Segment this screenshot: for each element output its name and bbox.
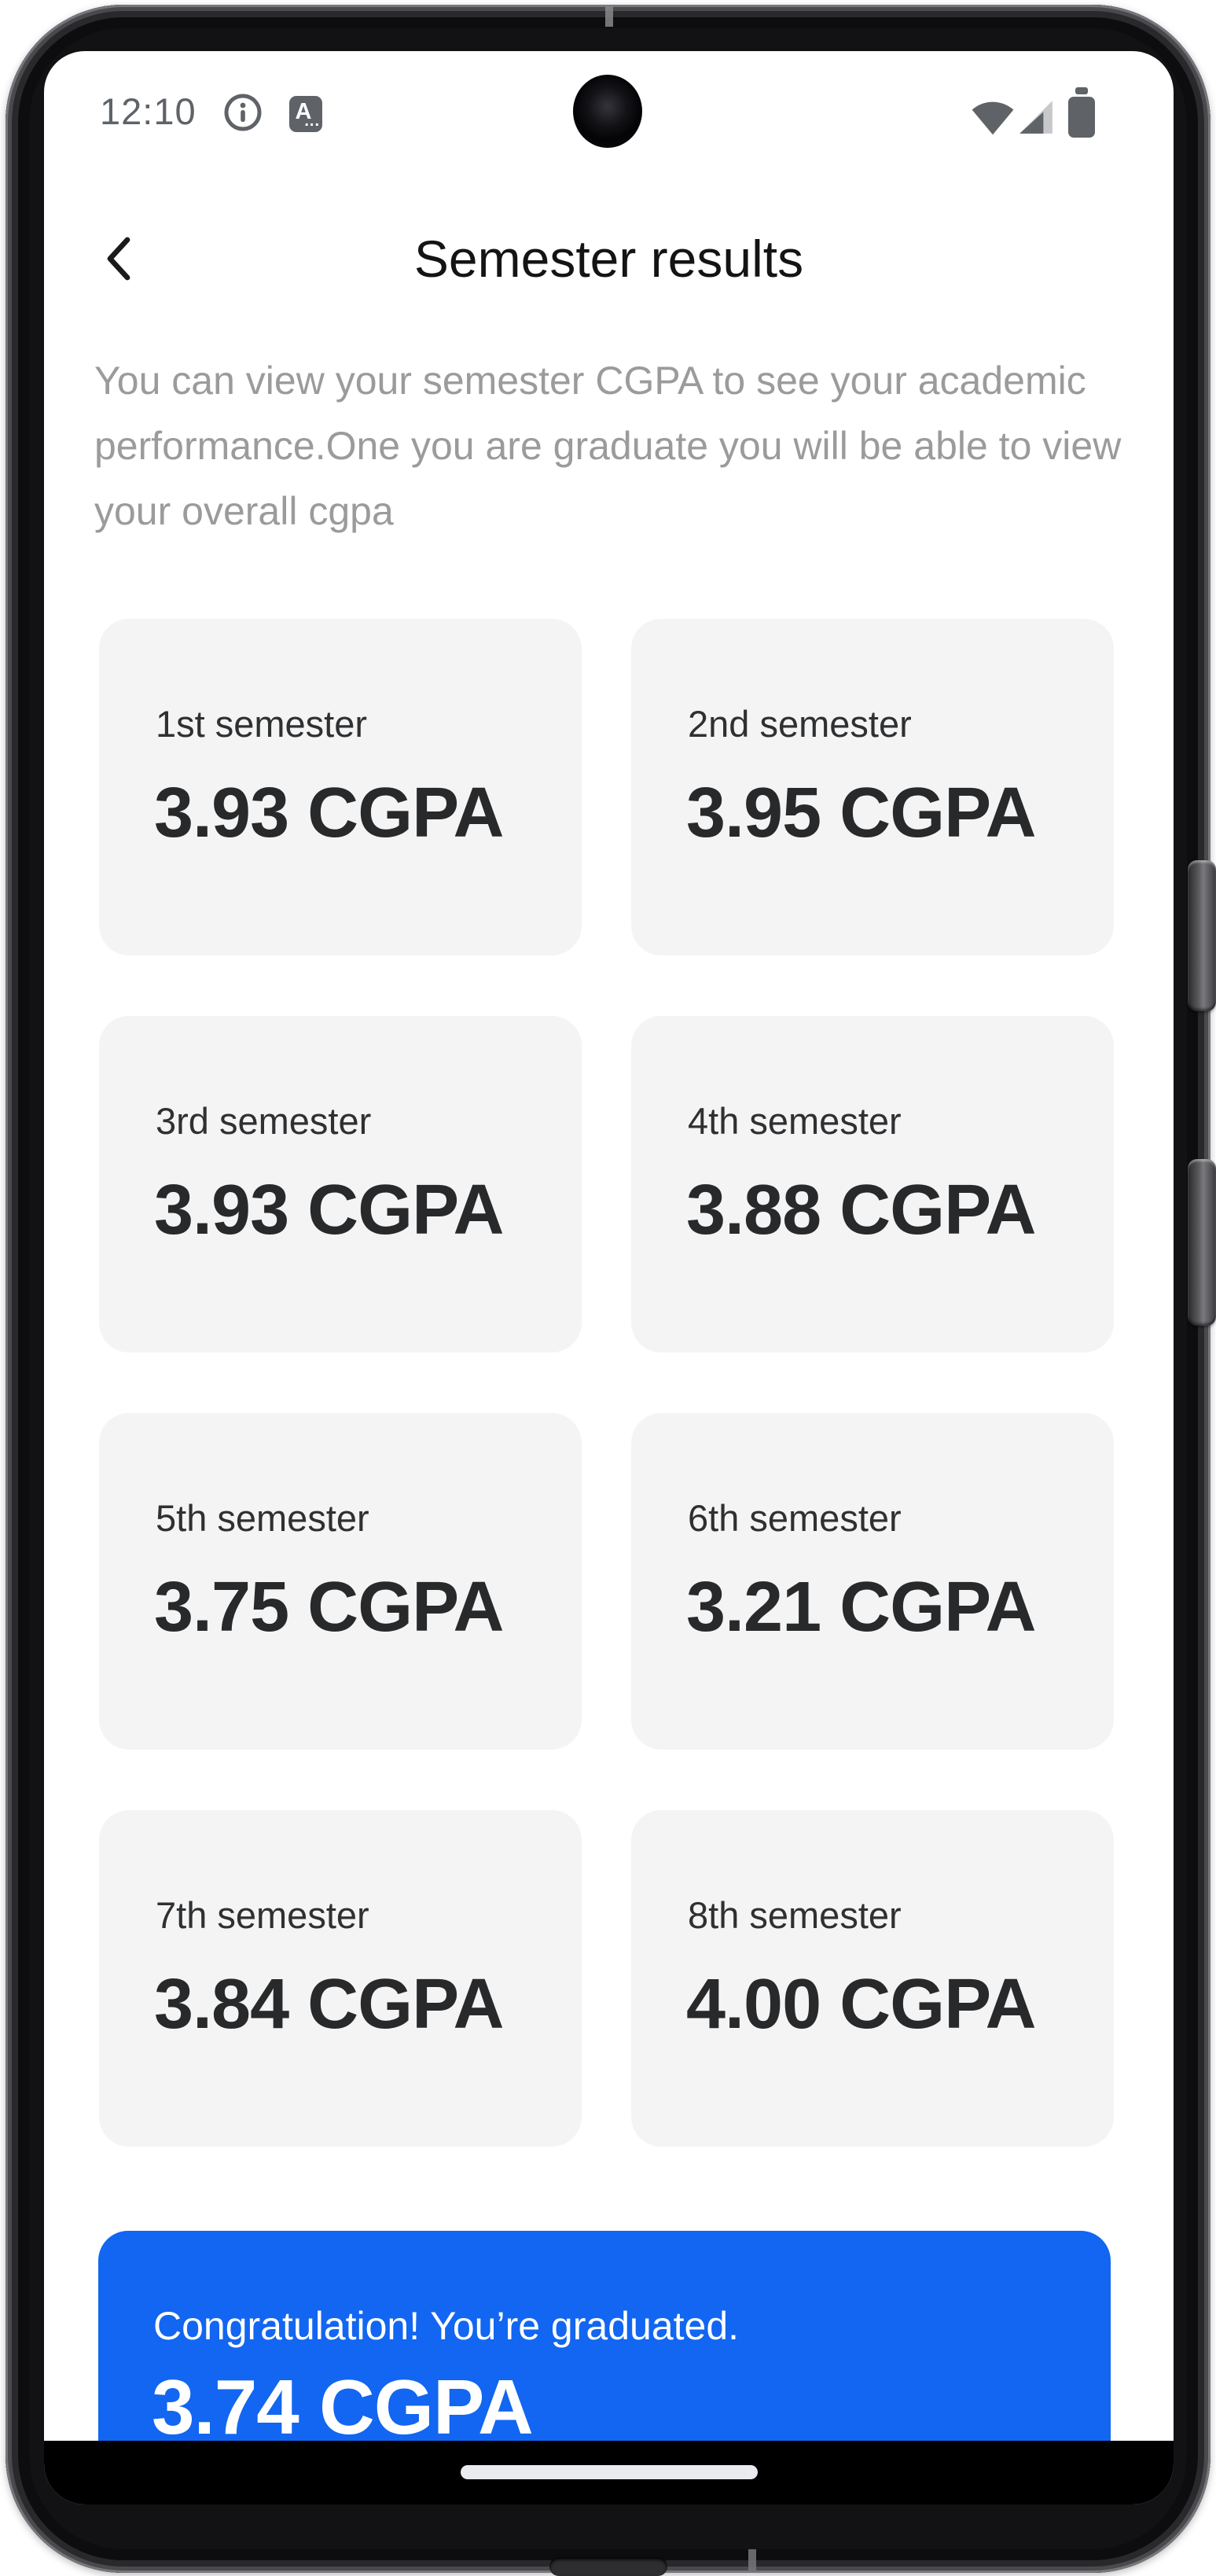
semester-label: 5th semester [156,1497,369,1539]
semester-cgpa: 3.93 CGPA [154,774,505,852]
badge-letter: A [295,99,312,124]
screen: 12:10 A ... [44,51,1174,2504]
semester-label: 3rd semester [156,1100,372,1142]
semester-label: 7th semester [156,1894,369,1936]
semester-label: 6th semester [688,1497,902,1539]
battery-icon [1068,87,1095,138]
semester-card-6: 6th semester 3.21 CGPA [631,1413,1114,1750]
clock-text: 12:10 [100,90,197,132]
semester-card-8: 8th semester 4.00 CGPA [631,1810,1114,2147]
semester-card-4: 4th semester 3.88 CGPA [631,1016,1114,1352]
semester-label: 2nd semester [688,703,912,745]
semester-cgpa: 3.84 CGPA [154,1965,505,2044]
battery-body [1068,97,1095,138]
info-icon [222,92,263,133]
semester-card-1: 1st semester 3.93 CGPA [99,619,582,955]
front-camera-icon [573,75,642,148]
volume-button[interactable] [1188,1159,1216,1326]
semester-cgpa: 3.21 CGPA [686,1568,1037,1647]
usb-port [549,2557,667,2576]
semester-cgpa: 3.95 CGPA [686,774,1037,852]
frame-top-seam [605,6,613,27]
semester-card-3: 3rd semester 3.93 CGPA [99,1016,582,1352]
semester-cgpa: 3.88 CGPA [686,1171,1037,1249]
page-title: Semester results [413,230,804,288]
power-button[interactable] [1188,860,1216,1011]
semester-label: 4th semester [688,1100,902,1142]
gesture-nav-bar [44,2441,1174,2504]
back-button[interactable] [90,226,149,292]
semester-label: 8th semester [688,1894,902,1936]
semester-label: 1st semester [156,703,368,745]
a-letter-badge-icon: A ... [289,96,322,132]
intro-text: You can view your semester CGPA to see y… [94,359,1122,533]
cellular-signal-icon [1016,98,1056,137]
semester-cgpa: 4.00 CGPA [686,1965,1037,2044]
badge-dots: ... [304,112,320,130]
graduation-message: Congratulation! You’re graduated. [153,2304,740,2348]
home-indicator[interactable] [460,2465,758,2479]
semester-card-2: 2nd semester 3.95 CGPA [631,619,1114,955]
phone-frame: 12:10 A ... [6,5,1216,2576]
semester-grid: 1st semester 3.93 CGPA 2nd semester 3.95… [99,619,1114,2147]
semester-card-7: 7th semester 3.84 CGPA [99,1810,582,2147]
semester-card-5: 5th semester 3.75 CGPA [99,1413,582,1750]
semester-cgpa: 3.93 CGPA [154,1171,505,1249]
overall-cgpa: 3.74 CGPA [152,2364,534,2450]
frame-bottom-seam [748,2549,756,2571]
battery-cap [1075,87,1088,94]
wifi-icon [971,98,1015,137]
semester-cgpa: 3.75 CGPA [154,1568,505,1647]
back-chevron-icon [107,237,130,281]
